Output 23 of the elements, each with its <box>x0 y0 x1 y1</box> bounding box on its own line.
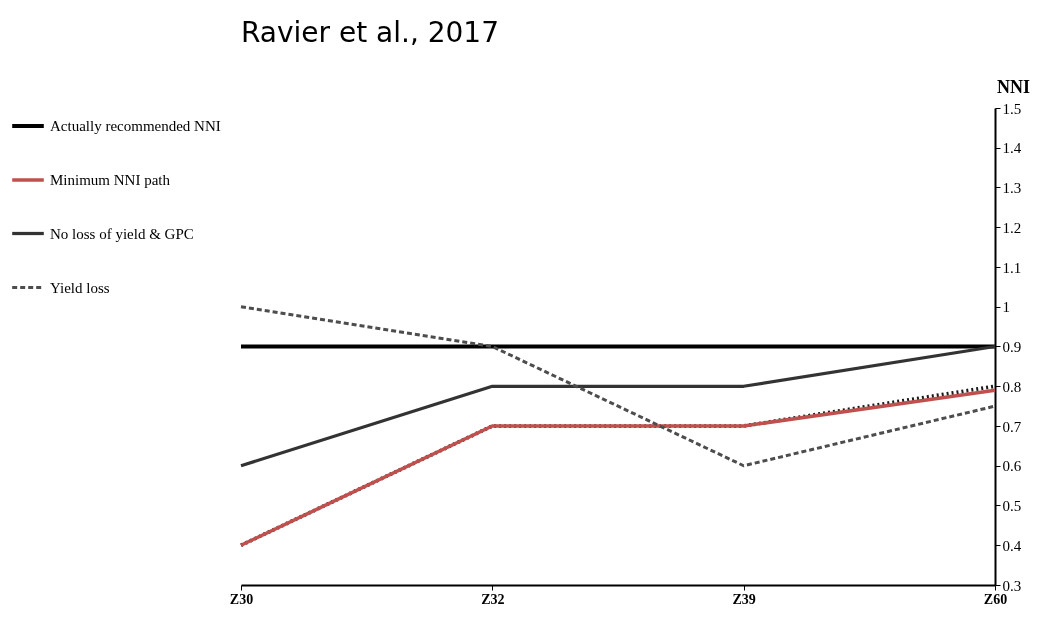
legend-label: No loss of yield & GPC <box>50 225 194 242</box>
x-tick-label: Z39 <box>732 591 756 607</box>
y-tick-label: 0.7 <box>1002 418 1022 435</box>
y-tick-label: 1.3 <box>1002 180 1022 196</box>
legend-label: Minimum NNI path <box>50 172 171 188</box>
y-axis-title: NNI <box>996 76 1031 97</box>
legend-label: Yield loss <box>50 279 110 296</box>
y-tick-label: 1.5 <box>1002 100 1022 117</box>
y-tick-label: 0.5 <box>1002 498 1022 514</box>
x-tick-label: Z30 <box>229 591 254 607</box>
chart-title: Ravier et al., 2017 <box>241 16 499 49</box>
y-tick-label: 0.6 <box>1002 458 1022 475</box>
y-tick-label: 0.3 <box>1002 577 1022 594</box>
y-tick-label: 0.8 <box>1002 378 1022 395</box>
y-tick-label: 1.4 <box>1002 140 1022 157</box>
legend-label: Actually recommended NNI <box>50 118 221 134</box>
x-tick-label: Z32 <box>481 591 505 607</box>
x-tick-label: Z60 <box>983 591 1008 607</box>
y-tick-label: 1.1 <box>1002 259 1022 276</box>
y-tick-label: 0.9 <box>1002 339 1022 355</box>
y-tick-label: 0.4 <box>1002 537 1022 554</box>
y-tick-label: 1 <box>1002 299 1010 316</box>
y-tick-label: 1.2 <box>1002 219 1022 236</box>
